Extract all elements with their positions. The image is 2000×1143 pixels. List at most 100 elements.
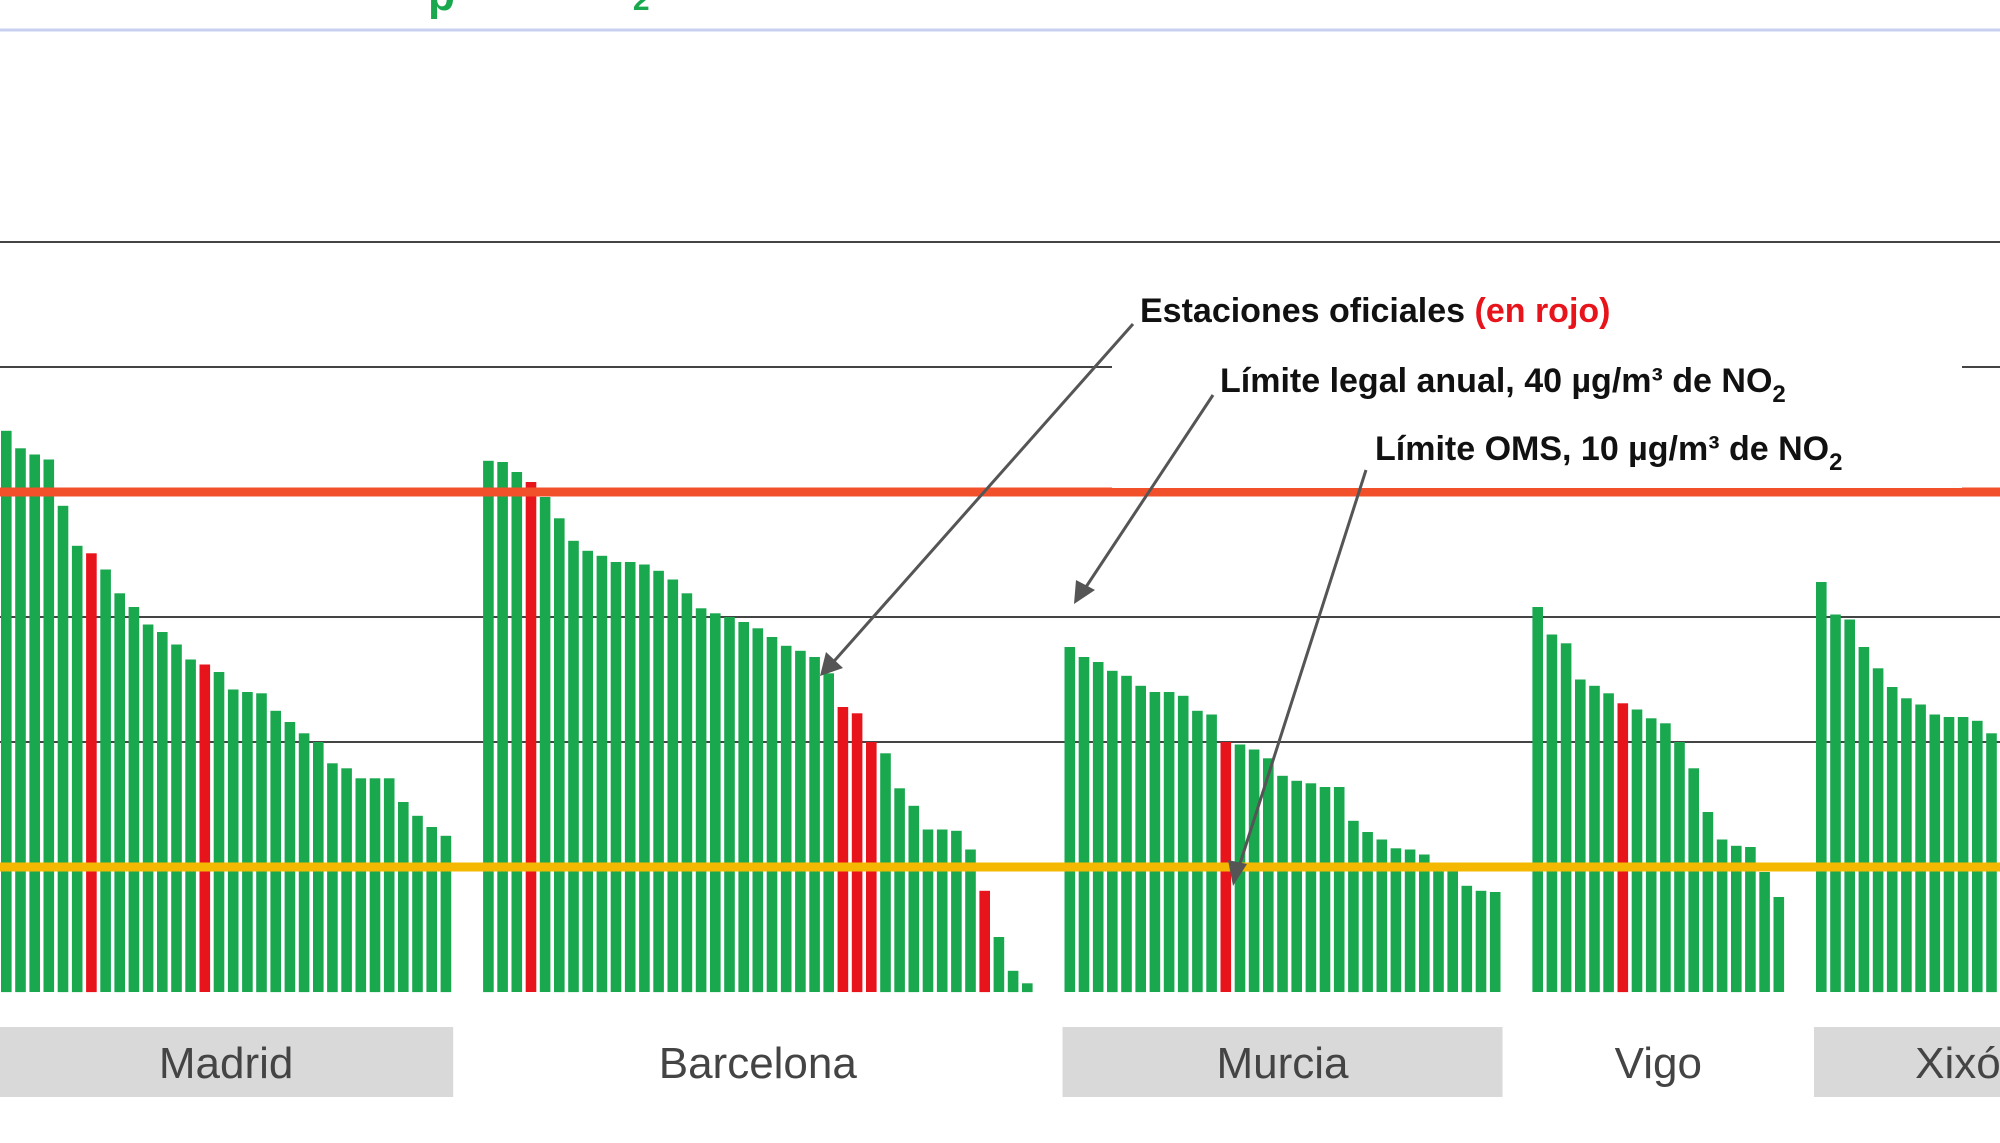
title-subscript: 2 bbox=[633, 0, 650, 17]
station-bar bbox=[341, 768, 352, 992]
station-bar bbox=[1915, 704, 1926, 992]
station-bar bbox=[738, 622, 749, 992]
station-bar bbox=[695, 608, 707, 993]
category-label: Madrid bbox=[159, 1039, 294, 1088]
reference-lines bbox=[0, 487, 2000, 872]
station-bar bbox=[1092, 662, 1104, 992]
station-bar bbox=[1107, 670, 1118, 993]
station-bar bbox=[1702, 812, 1714, 992]
annotation-background bbox=[1112, 278, 1962, 488]
station-bar bbox=[1901, 698, 1912, 993]
station-bar bbox=[1731, 845, 1742, 993]
station-bar bbox=[1603, 693, 1614, 993]
station-bar bbox=[823, 673, 834, 993]
arrowhead-legal-limit bbox=[1074, 580, 1095, 604]
station-bar bbox=[1872, 668, 1884, 993]
station-bar bbox=[1830, 614, 1841, 992]
official-station-bar bbox=[851, 713, 863, 993]
station-bar bbox=[1660, 723, 1671, 993]
station-bar bbox=[1163, 692, 1175, 992]
official-station-bar bbox=[1617, 703, 1629, 993]
station-bar bbox=[1291, 780, 1302, 992]
station-bar bbox=[780, 645, 792, 993]
station-bar bbox=[922, 829, 934, 992]
station-bar bbox=[554, 518, 565, 993]
station-bar bbox=[270, 710, 281, 993]
station-bar bbox=[1546, 634, 1558, 992]
station-bar bbox=[213, 672, 225, 992]
station-bar bbox=[1263, 758, 1274, 993]
station-bar bbox=[43, 459, 55, 992]
station-bar bbox=[1560, 643, 1572, 993]
station-bar bbox=[596, 555, 608, 993]
station-bar bbox=[1022, 983, 1033, 993]
station-bar bbox=[1475, 890, 1487, 993]
station-bar bbox=[284, 722, 296, 992]
station-bar bbox=[227, 689, 239, 992]
station-bar bbox=[1333, 787, 1345, 992]
station-bar bbox=[1192, 710, 1203, 993]
station-bar bbox=[1348, 820, 1359, 993]
station-bar bbox=[710, 613, 721, 993]
station-bar bbox=[795, 650, 806, 993]
station-bar bbox=[185, 659, 196, 992]
station-bar bbox=[398, 802, 409, 992]
station-bar bbox=[1532, 607, 1543, 992]
station-bar bbox=[1433, 867, 1444, 992]
official-station-bar bbox=[86, 553, 97, 993]
arrow-who-limit bbox=[1234, 469, 1368, 877]
station-bar bbox=[539, 497, 551, 992]
station-bar bbox=[171, 644, 182, 992]
category-band bbox=[1062, 1027, 1503, 1097]
station-bar bbox=[1929, 714, 1941, 992]
annotations: Estaciones oficiales (en rojo) Límite le… bbox=[820, 278, 1962, 886]
station-bar bbox=[1631, 709, 1643, 992]
station-bar bbox=[355, 778, 367, 993]
station-bar bbox=[1886, 687, 1898, 992]
station-bar bbox=[880, 753, 891, 993]
station-bar bbox=[327, 763, 338, 993]
station-bar bbox=[809, 657, 820, 992]
arrow-official-stations bbox=[826, 323, 1135, 669]
station-bar bbox=[1135, 685, 1146, 993]
official-station-bar bbox=[979, 890, 990, 993]
station-bar bbox=[1745, 847, 1756, 992]
station-bar bbox=[1319, 787, 1331, 992]
station-bar bbox=[1489, 892, 1501, 992]
category-label: Murcia bbox=[1216, 1039, 1349, 1088]
category-label: Barcelona bbox=[659, 1039, 858, 1088]
station-bar bbox=[440, 835, 452, 993]
station-bar bbox=[57, 505, 69, 993]
station-bar bbox=[1305, 783, 1317, 993]
station-bar bbox=[1277, 775, 1288, 993]
annotation-legal-limit: Límite legal anual, 40 µg/m³ de NO2 bbox=[1220, 362, 1786, 408]
station-bar bbox=[1957, 717, 1969, 992]
station-bar bbox=[1773, 897, 1785, 992]
station-bar bbox=[412, 815, 423, 993]
station-bar bbox=[681, 593, 693, 993]
station-bar bbox=[1206, 714, 1217, 992]
station-bar bbox=[142, 624, 154, 992]
station-bar bbox=[1575, 679, 1586, 992]
station-bar bbox=[766, 637, 778, 992]
category-bands bbox=[0, 1027, 2000, 1097]
station-bar bbox=[1064, 647, 1076, 992]
station-bar bbox=[908, 805, 920, 993]
station-bar bbox=[1121, 675, 1132, 993]
station-bar bbox=[29, 454, 40, 992]
category-labels: Madrid Barcelona Murcia Vigo Xixón bbox=[159, 1039, 2000, 1088]
station-bar bbox=[1589, 685, 1600, 993]
category-label: Xixón bbox=[1915, 1039, 2000, 1088]
station-bar bbox=[1461, 885, 1473, 993]
station-bar bbox=[157, 632, 168, 992]
station-bar bbox=[582, 550, 593, 992]
station-bar bbox=[383, 778, 395, 993]
station-bar bbox=[426, 827, 437, 992]
station-bar bbox=[610, 562, 622, 992]
arrowhead-official-stations bbox=[820, 652, 843, 676]
station-bar bbox=[1078, 657, 1090, 992]
station-bar bbox=[1362, 832, 1373, 992]
official-station-bar bbox=[525, 482, 537, 992]
station-bar bbox=[624, 562, 636, 992]
station-bar bbox=[894, 788, 905, 993]
